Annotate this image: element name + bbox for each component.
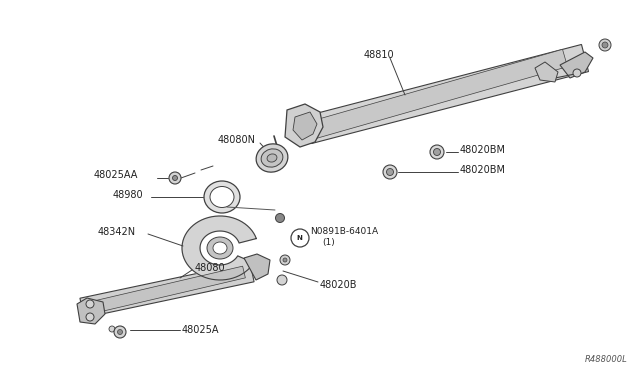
Polygon shape xyxy=(560,52,593,78)
Ellipse shape xyxy=(210,186,234,208)
Circle shape xyxy=(573,69,581,77)
Text: N: N xyxy=(296,235,302,241)
Polygon shape xyxy=(244,254,270,280)
Circle shape xyxy=(275,214,285,222)
Circle shape xyxy=(433,148,440,155)
Ellipse shape xyxy=(267,154,277,162)
Text: 48020B: 48020B xyxy=(320,280,358,290)
Text: 48020BM: 48020BM xyxy=(460,165,506,175)
Circle shape xyxy=(114,326,126,338)
Circle shape xyxy=(291,229,309,247)
Circle shape xyxy=(599,39,611,51)
Polygon shape xyxy=(305,44,589,144)
Polygon shape xyxy=(285,104,323,147)
Text: 48080N: 48080N xyxy=(218,135,256,145)
Polygon shape xyxy=(77,298,105,324)
Ellipse shape xyxy=(207,237,233,259)
Text: 48980: 48980 xyxy=(113,190,143,200)
Circle shape xyxy=(280,255,290,265)
Text: 48342N: 48342N xyxy=(98,227,136,237)
Text: 48810: 48810 xyxy=(364,50,395,60)
Circle shape xyxy=(86,313,94,321)
Ellipse shape xyxy=(261,149,283,167)
Polygon shape xyxy=(182,216,256,280)
Circle shape xyxy=(277,275,287,285)
Circle shape xyxy=(86,300,94,308)
Circle shape xyxy=(387,169,394,176)
Polygon shape xyxy=(310,49,568,139)
Text: N0891B-6401A: N0891B-6401A xyxy=(310,228,378,237)
Circle shape xyxy=(283,258,287,262)
Text: R488000L: R488000L xyxy=(585,355,628,364)
Circle shape xyxy=(109,326,115,332)
Circle shape xyxy=(169,172,181,184)
Polygon shape xyxy=(88,266,245,314)
Circle shape xyxy=(383,165,397,179)
Circle shape xyxy=(173,176,177,180)
Polygon shape xyxy=(293,112,317,140)
Text: 48025AA: 48025AA xyxy=(94,170,138,180)
Text: 48080: 48080 xyxy=(195,263,226,273)
Ellipse shape xyxy=(204,181,240,213)
Polygon shape xyxy=(80,262,254,318)
Text: (1): (1) xyxy=(322,238,335,247)
Circle shape xyxy=(602,42,608,48)
Text: 48025A: 48025A xyxy=(182,325,220,335)
Text: 48020BM: 48020BM xyxy=(460,145,506,155)
Ellipse shape xyxy=(256,144,288,172)
Polygon shape xyxy=(535,62,558,82)
Ellipse shape xyxy=(213,242,227,254)
Circle shape xyxy=(118,330,122,334)
Circle shape xyxy=(430,145,444,159)
